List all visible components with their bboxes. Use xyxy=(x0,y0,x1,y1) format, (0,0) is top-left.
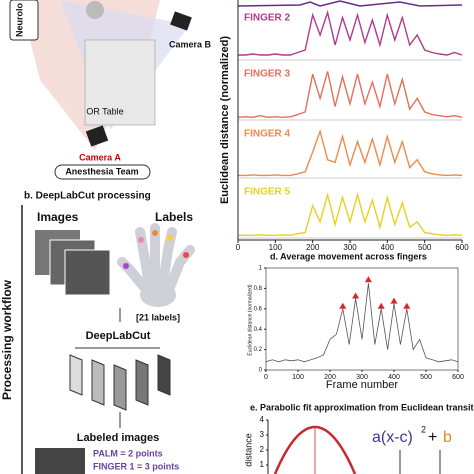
x-tick-label: 500 xyxy=(420,374,432,381)
x-tick-label: 100 xyxy=(292,374,304,381)
line xyxy=(265,283,459,363)
peak-marker xyxy=(403,302,411,309)
heading: Labeled images xyxy=(77,432,160,444)
heading: Labels xyxy=(155,210,193,224)
cropped-trace xyxy=(237,0,463,7)
label: Camera B xyxy=(169,39,212,49)
person xyxy=(86,1,104,19)
peak-marker xyxy=(352,292,360,299)
panel-title: b. DeepLabCut processing xyxy=(24,191,151,202)
label: Anesthesia Team xyxy=(65,166,138,176)
keypoint xyxy=(152,230,158,236)
y-tick-label: 0.6 xyxy=(254,306,263,312)
x-tick-label: 600 xyxy=(452,374,464,381)
label: Neurolo xyxy=(14,3,24,38)
y-tick-label: 0.2 xyxy=(254,347,263,353)
legend-text: FINGER 1 = 3 points xyxy=(93,461,179,471)
x-tick-label: 0 xyxy=(264,374,268,381)
y-axis-label: Euclidean distance (normalized) xyxy=(219,36,231,204)
y-axis-label: Euclidean distance (normalized) xyxy=(247,284,253,355)
plot-frame xyxy=(265,267,459,371)
x-tick-label: 400 xyxy=(381,243,395,252)
panel-title: e. Parabolic fit approximation from Eucl… xyxy=(250,402,474,412)
heading: Images xyxy=(37,210,79,224)
or-table xyxy=(84,39,156,126)
peak-marker xyxy=(339,302,347,309)
x-tick-label: 300 xyxy=(343,243,357,252)
layer xyxy=(113,364,127,411)
formula: b xyxy=(443,429,452,446)
y-tick-label: 1 xyxy=(260,460,265,469)
y-tick-label: 0 xyxy=(259,368,263,374)
x-tick-label: 0 xyxy=(236,243,241,252)
y-tick-label: 0.4 xyxy=(254,327,263,333)
line xyxy=(238,192,463,237)
keypoint xyxy=(167,235,173,241)
peak-marker xyxy=(377,302,385,309)
series-label: FINGER 2 xyxy=(244,13,291,24)
panel-b: b. DeepLabCut processing Processing work… xyxy=(0,191,195,474)
layer xyxy=(69,354,83,396)
peak-marker xyxy=(390,297,398,304)
layer xyxy=(157,354,171,396)
caption: [21 labels] xyxy=(136,312,180,322)
formula: 2 xyxy=(421,424,426,434)
peak-marker xyxy=(364,276,372,283)
x-tick-label: 200 xyxy=(306,243,320,252)
x-tick-label: 300 xyxy=(356,374,368,381)
series-label: FINGER 4 xyxy=(244,129,291,140)
layer xyxy=(91,359,105,406)
x-tick-label: 100 xyxy=(269,243,283,252)
layer xyxy=(135,359,149,406)
image xyxy=(64,249,111,296)
series-label: FINGER 5 xyxy=(244,187,291,198)
series-label: FINGER 3 xyxy=(244,69,291,80)
formula: + xyxy=(428,429,437,446)
image xyxy=(35,448,85,474)
x-tick-label: 200 xyxy=(324,374,336,381)
x-tick-label: 500 xyxy=(418,243,432,252)
side-label: Processing workflow xyxy=(0,279,14,400)
y-tick-label: 2 xyxy=(260,445,265,454)
monitor xyxy=(9,0,39,41)
y-tick-label: 4 xyxy=(260,415,265,424)
panel-a: Neurolo Camera B OR Table Camera A Anest… xyxy=(9,0,212,180)
keypoint xyxy=(123,263,129,269)
y-tick-label: 3 xyxy=(260,430,265,439)
line xyxy=(237,71,463,119)
formula: a(x-c) xyxy=(372,429,413,446)
camera xyxy=(85,125,109,147)
label: Camera A xyxy=(79,152,121,162)
hand xyxy=(117,223,195,297)
y-tick-label: 0.8 xyxy=(254,286,263,292)
line xyxy=(238,128,463,177)
camera xyxy=(170,11,192,31)
x-tick-label: 600 xyxy=(455,243,469,252)
hand xyxy=(140,283,176,307)
keypoint xyxy=(138,237,144,243)
label: OR Table xyxy=(86,106,123,116)
x-tick-label: 400 xyxy=(388,374,400,381)
legend-text: PALM = 2 points xyxy=(93,448,163,458)
network-label: DeepLabCut xyxy=(86,330,151,342)
y-tick-label: 1 xyxy=(259,266,263,272)
team-box xyxy=(54,164,151,180)
panel-title: d. Average movement across fingers xyxy=(270,251,427,261)
keypoint xyxy=(183,252,189,258)
x-axis-label: Frame number xyxy=(326,379,398,391)
y-axis-label: distance xyxy=(243,433,253,467)
line xyxy=(238,9,463,56)
